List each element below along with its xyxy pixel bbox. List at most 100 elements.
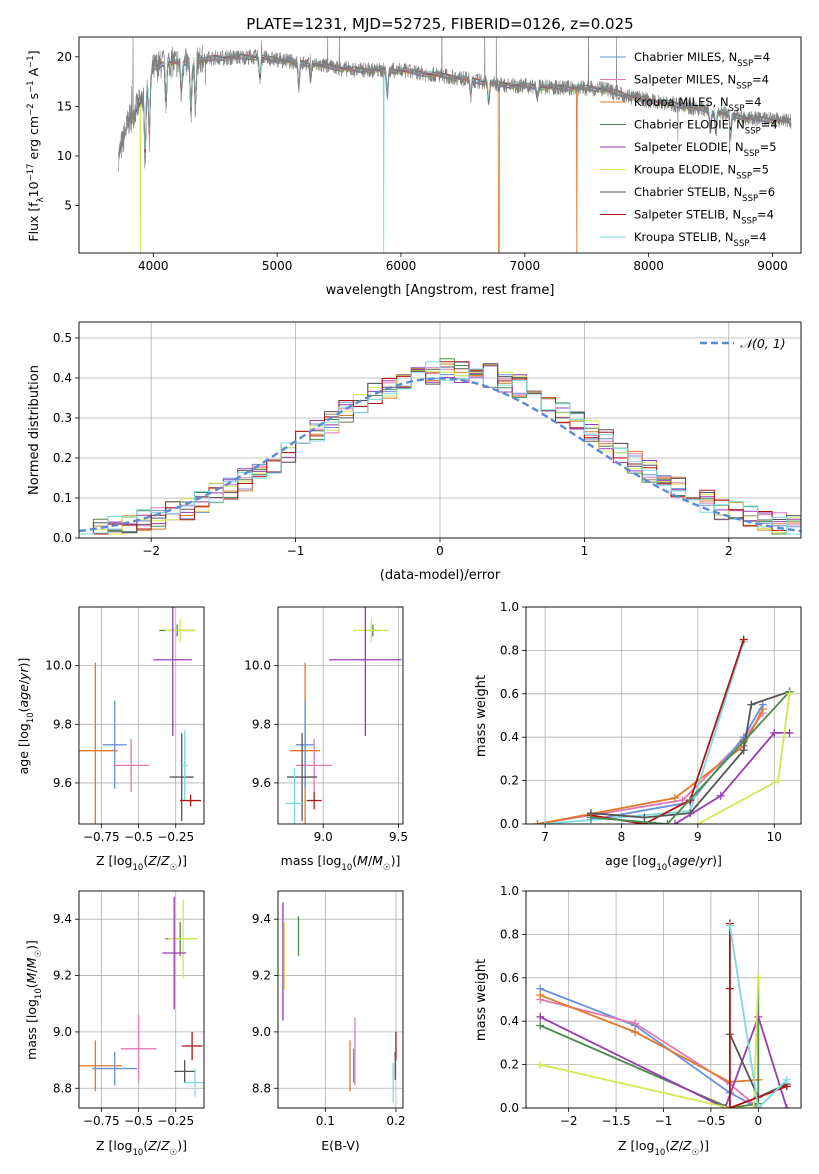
x-tick-label: −0.75 (83, 830, 120, 844)
axes: −2 −1 0 1 2 0.0 0.1 0.2 0.3 0.4 0.5 𝒩(0, 1) (data-mo… (27, 321, 802, 583)
weight-marker-chabrier_stelib (739, 746, 748, 755)
y-tick-label: 8.8 (252, 1081, 271, 1095)
weight-marker-chabrier_elodie (586, 813, 595, 822)
y-tick-label: 0.0 (500, 1101, 519, 1115)
errorbar-point-kroupa_elodie (165, 618, 196, 643)
x-tick-label: −0.25 (157, 830, 194, 844)
x-tick-label: −2 (560, 1114, 578, 1128)
weight-marker-chabrier_elodie (663, 820, 672, 824)
spectrum-panel: 4000 5000 6000 7000 8000 9000 5 10 15 20 Chabrier … (26, 36, 802, 298)
plot-area (282, 902, 397, 1103)
weight-marker-salpeter_elodie (770, 728, 779, 737)
age-vs-mass-panel: 9.0 9.5 9.6 9.8 10.0 mass [log10(M/M☉)] (244, 606, 408, 873)
x-tick-label: 7000 (510, 259, 541, 273)
x-tick-label: −0.25 (157, 1114, 194, 1128)
x-tick-label: −0.5 (124, 830, 153, 844)
errorbar-point-kroupa_stelib (181, 730, 188, 801)
y-tick-label: 9.4 (53, 912, 72, 926)
y-tick-label: 0.0 (500, 817, 519, 831)
errorbar-point-kroupa_miles (79, 1040, 123, 1092)
weight-line-kroupa_elodie (539, 977, 760, 1108)
y-tick-label: 0.6 (500, 971, 519, 985)
x-tick-label: 0.2 (386, 1114, 405, 1128)
legend-label-chabrier_miles: Chabrier MILES, NSSP=4 (634, 50, 770, 69)
y-tick-label: 9.0 (53, 1025, 72, 1039)
x-tick-label: 9.0 (314, 830, 333, 844)
x-tick-label: −1 (287, 544, 305, 558)
plot-area (285, 607, 402, 824)
y-tick-label: 8.8 (53, 1081, 72, 1095)
x-tick-label: 8000 (633, 259, 664, 273)
weight-marker-kroupa_elodie (749, 1104, 758, 1108)
x-tick-label: 10 (767, 830, 782, 844)
weight-marker-salpeter_elodie (716, 791, 725, 800)
legend-label-salpeter_elodie: Salpeter ELODIE, NSSP=5 (634, 140, 777, 159)
y-tick-label: 10.0 (244, 659, 271, 673)
plot-area (79, 896, 204, 1097)
y-tick-label: 9.6 (252, 776, 271, 790)
grid-lines (278, 607, 403, 824)
errorbar-point-salpeter_miles (113, 738, 149, 792)
x-tick-label: 4000 (138, 259, 169, 273)
errorbar-point-chabrier_miles (296, 700, 315, 789)
axes-frame (277, 890, 404, 1109)
weight-marker-salpeter_elodie (536, 1012, 545, 1021)
errorbar-point-salpeter_stelib (181, 1031, 203, 1061)
weight-marker-salpeter_stelib (739, 635, 748, 644)
axes-frame (277, 606, 404, 825)
y-tick-label: 9.2 (252, 969, 271, 983)
weight-marker-kroupa_elodie (536, 1060, 545, 1069)
y-tick-label: 1.0 (500, 884, 519, 898)
weight-marker-kroupa_miles (536, 991, 545, 1000)
weight-line-kroupa_miles (539, 994, 759, 1083)
massweight-vs-age-panel: 7 8 9 10 0.0 0.2 0.4 0.6 0.8 1.0 age [log10(age/yr… (474, 600, 802, 873)
y-axis-label: age [log10(age/yr)] (16, 658, 36, 775)
x-axis-label: wavelength [Angstrom, rest frame] (326, 283, 555, 298)
axes: −2 −1.5 −1 −0.5 0 0.0 0.2 0.4 0.6 0.8 1.0 Z [log10(… (474, 884, 802, 1158)
errorbar-point-chabrier_miles (92, 1051, 138, 1086)
x-tick-label: −0.5 (124, 1114, 153, 1128)
x-axis-label: (data-model)/error (380, 568, 501, 583)
weight-line-chabrier_miles (539, 987, 759, 1108)
legend-label-normal: 𝒩(0, 1) (740, 336, 786, 351)
errorbar-point-chabrier_stelib (174, 1060, 196, 1083)
weight-marker-chabrier_miles (758, 700, 767, 709)
x-tick-label: −2 (142, 544, 160, 558)
y-tick-label: 9.4 (252, 912, 271, 926)
x-tick-label: 0.1 (316, 1114, 335, 1128)
weight-marker-kroupa_stelib (541, 820, 550, 824)
legend: Chabrier MILES, NSSP=4 Salpeter MILES, NS… (600, 50, 778, 249)
weight-marker-chabrier_stelib (640, 813, 649, 822)
y-tick-label: 10 (57, 149, 72, 163)
weight-line-chabrier_stelib (590, 690, 790, 819)
x-axis-label: age [log10(age/yr)] (605, 853, 722, 873)
weight-marker-salpeter_elodie (721, 1104, 730, 1108)
weight-marker-kroupa_elodie (774, 776, 783, 785)
weight-marker-kroupa_stelib (754, 1104, 763, 1108)
x-axis-label: Z [log10(Z/Z☉)] (618, 1138, 709, 1158)
x-tick-label: 9.5 (389, 830, 408, 844)
legend-label-salpeter_miles: Salpeter MILES, NSSP=4 (634, 73, 769, 92)
figure-title: PLATE=1231, MJD=52725, FIBERID=0126, z=0… (246, 15, 633, 33)
y-tick-label: 1.0 (500, 600, 519, 614)
errorbar-point-salpeter_elodie (329, 607, 402, 737)
x-tick-label: 7 (541, 830, 549, 844)
y-tick-label: 9.8 (252, 717, 271, 731)
x-axis-label: Z [log10(Z/Z☉)] (96, 1138, 187, 1158)
plot-area (533, 635, 794, 824)
y-axis-label: mass [log10(M/M☉)] (24, 940, 44, 1060)
y-axis-label: Flux [fλ10−17 erg cm−2 s−1 A−1] (26, 50, 46, 241)
weight-marker-kroupa_miles (670, 793, 679, 802)
y-tick-label: 10.0 (45, 659, 72, 673)
grid-lines (79, 607, 204, 824)
plot-area (536, 919, 791, 1108)
observed-spectrum (118, 37, 792, 172)
weight-marker-salpeter_miles (631, 1019, 640, 1028)
errorbar-point-kroupa_stelib (285, 768, 304, 824)
errorbar-point-kroupa_miles (79, 662, 118, 824)
y-tick-label: 0.8 (500, 927, 519, 941)
x-tick-label: 0 (755, 1114, 763, 1128)
errorbar-point-kroupa_elodie (353, 618, 390, 643)
y-axis-label: mass weight (474, 675, 489, 757)
